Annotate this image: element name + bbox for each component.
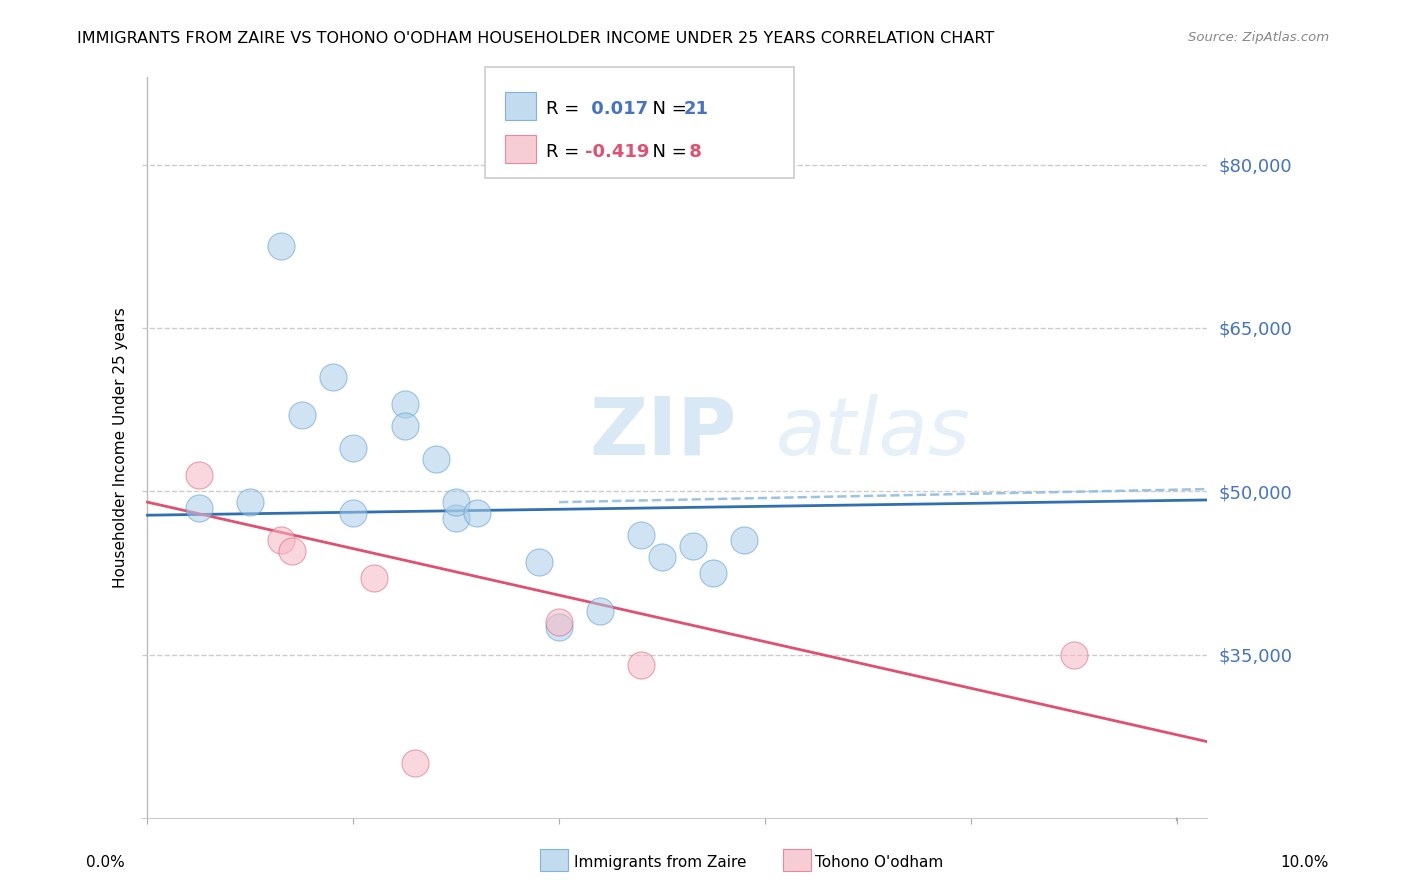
- Point: [239, 495, 262, 509]
- Point: [342, 506, 364, 520]
- Point: [280, 544, 302, 558]
- Point: [702, 566, 724, 580]
- Text: 10.0%: 10.0%: [1281, 855, 1329, 870]
- Point: [548, 615, 571, 629]
- Text: N =: N =: [641, 100, 693, 118]
- Point: [651, 549, 673, 564]
- Point: [187, 467, 209, 482]
- Text: Source: ZipAtlas.com: Source: ZipAtlas.com: [1188, 31, 1329, 45]
- Point: [394, 418, 416, 433]
- Y-axis label: Householder Income Under 25 years: Householder Income Under 25 years: [114, 308, 128, 588]
- Text: atlas: atlas: [776, 394, 970, 472]
- Text: R =: R =: [546, 143, 585, 161]
- Point: [630, 658, 652, 673]
- Point: [682, 539, 704, 553]
- Point: [270, 533, 292, 548]
- Text: N =: N =: [641, 143, 693, 161]
- Point: [425, 451, 447, 466]
- Point: [465, 506, 488, 520]
- Text: -0.419: -0.419: [585, 143, 650, 161]
- Text: R =: R =: [546, 100, 585, 118]
- Point: [589, 604, 612, 618]
- Point: [444, 495, 467, 509]
- Text: Tohono O'odham: Tohono O'odham: [815, 855, 943, 870]
- Text: 0.0%: 0.0%: [86, 855, 125, 870]
- Point: [733, 533, 755, 548]
- Text: IMMIGRANTS FROM ZAIRE VS TOHONO O'ODHAM HOUSEHOLDER INCOME UNDER 25 YEARS CORREL: IMMIGRANTS FROM ZAIRE VS TOHONO O'ODHAM …: [77, 31, 994, 46]
- Text: Immigrants from Zaire: Immigrants from Zaire: [574, 855, 747, 870]
- Point: [527, 555, 550, 569]
- Point: [404, 756, 426, 771]
- Point: [187, 500, 209, 515]
- Point: [322, 370, 344, 384]
- Text: ZIP: ZIP: [589, 394, 737, 472]
- Point: [342, 441, 364, 455]
- Point: [444, 511, 467, 525]
- Text: 0.017: 0.017: [585, 100, 648, 118]
- Point: [291, 408, 314, 422]
- Point: [270, 239, 292, 253]
- Point: [630, 528, 652, 542]
- Point: [394, 397, 416, 411]
- Point: [1063, 648, 1085, 662]
- Point: [548, 620, 571, 634]
- Text: 8: 8: [683, 143, 702, 161]
- Text: 21: 21: [683, 100, 709, 118]
- Point: [363, 571, 385, 585]
